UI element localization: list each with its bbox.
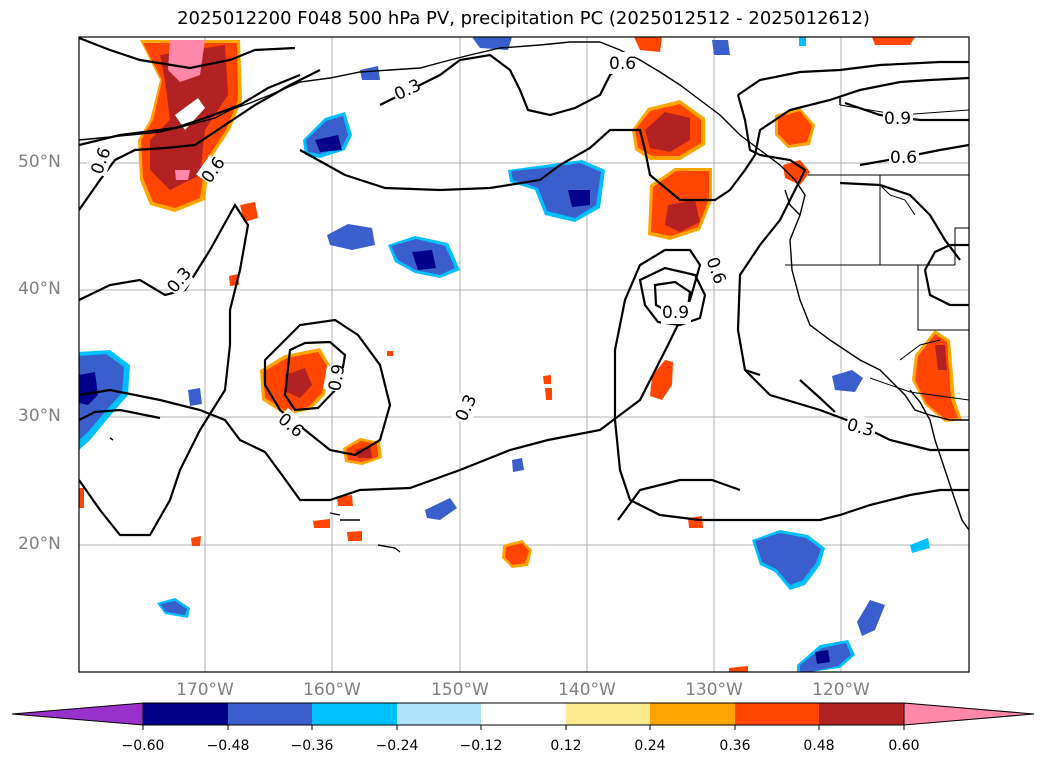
colorbar-tick-label: 0.60	[888, 738, 920, 754]
colorbar-tick-label: −0.60	[121, 738, 165, 754]
lat-label: 40°N	[18, 279, 61, 299]
pv-contours	[79, 37, 969, 537]
coastlines	[79, 41, 969, 553]
plot-frame	[78, 36, 970, 673]
lon-label: 160°W	[303, 680, 361, 700]
lat-label: 50°N	[18, 152, 61, 172]
colorbar-bin	[566, 703, 650, 725]
colorbar-bin	[819, 703, 904, 725]
contour-label: 0.6	[609, 54, 636, 74]
colorbar-bin	[143, 703, 228, 725]
colorbar-tick-label: 0.36	[719, 738, 751, 754]
lat-label: 20°N	[18, 534, 61, 554]
colorbar-tick-label: −0.24	[375, 738, 419, 754]
colorbar-extend-max	[903, 702, 1035, 726]
negative-anomaly-blobs	[79, 37, 930, 672]
colorbar-bin	[650, 703, 735, 725]
colorbar-tick-label: −0.36	[290, 738, 334, 754]
colorbar-bin	[312, 703, 397, 725]
lon-label: 170°W	[176, 680, 234, 700]
colorbar-tick-label: 0.48	[803, 738, 835, 754]
lon-label: 130°W	[685, 680, 743, 700]
colorbar-tick-label: 0.12	[550, 738, 582, 754]
colorbar-tick-label: −0.48	[206, 738, 250, 754]
colorbar-bin	[397, 703, 481, 725]
contour-label: 0.9	[325, 363, 349, 393]
colorbar-tick-label: −0.12	[459, 738, 503, 754]
lat-label: 30°N	[18, 406, 61, 426]
contour-label: 0.9	[884, 109, 911, 129]
colorbar	[11, 702, 1035, 730]
borders	[785, 104, 969, 401]
colorbar-bin	[735, 703, 819, 725]
map-title: 2025012200 F048 500 hPa PV, precipitatio…	[177, 8, 870, 29]
lon-label: 120°W	[812, 680, 870, 700]
lon-label: 150°W	[431, 680, 489, 700]
colorbar-extend-min	[11, 702, 144, 726]
lon-label: 140°W	[558, 680, 616, 700]
colorbar-tick-label: 0.24	[634, 738, 666, 754]
colorbar-bin	[481, 703, 566, 725]
contour-label: 0.9	[662, 303, 689, 323]
contour-label: 0.6	[890, 148, 917, 168]
colorbar-bin	[228, 703, 312, 725]
